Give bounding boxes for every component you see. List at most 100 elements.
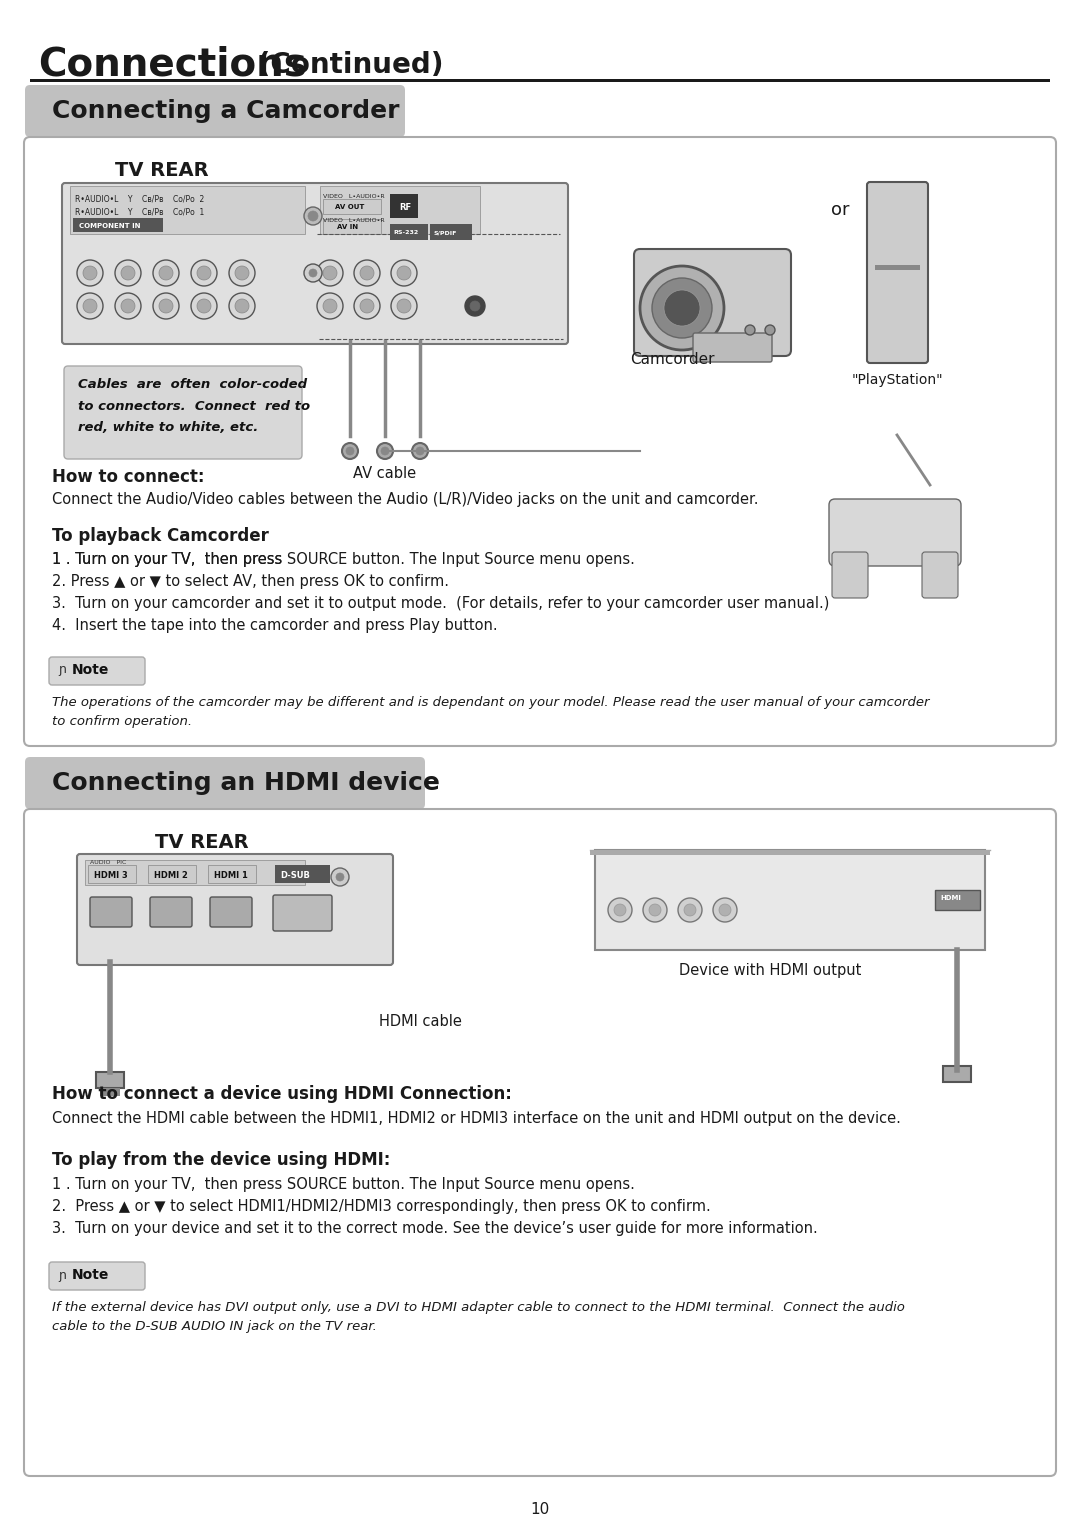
Text: Connecting an HDMI device: Connecting an HDMI device: [52, 771, 440, 796]
FancyBboxPatch shape: [922, 551, 958, 599]
Circle shape: [684, 904, 696, 916]
Bar: [30, 79, 1050, 82]
Text: HDMI 3: HDMI 3: [94, 870, 127, 880]
FancyBboxPatch shape: [832, 551, 868, 599]
Circle shape: [153, 260, 179, 286]
Bar: [935, 890, 980, 910]
Bar: [320, 186, 480, 234]
Circle shape: [308, 211, 318, 221]
Text: AUDIO   PIC: AUDIO PIC: [90, 860, 126, 864]
FancyBboxPatch shape: [24, 137, 1056, 747]
FancyBboxPatch shape: [273, 895, 332, 931]
Circle shape: [643, 898, 667, 922]
Text: How to connect a device using HDMI Connection:: How to connect a device using HDMI Conne…: [52, 1086, 512, 1102]
Text: 3.  Turn on your camcorder and set it to output mode.  (For details, refer to yo: 3. Turn on your camcorder and set it to …: [52, 596, 829, 611]
FancyBboxPatch shape: [24, 809, 1056, 1477]
Text: Camcorder: Camcorder: [630, 353, 715, 368]
Circle shape: [303, 208, 322, 224]
Bar: [87, 864, 136, 883]
Circle shape: [465, 296, 485, 316]
Circle shape: [615, 904, 626, 916]
Bar: [323, 218, 381, 234]
Text: "PlayStation": "PlayStation": [851, 373, 943, 386]
Text: RS-232: RS-232: [393, 231, 418, 235]
Text: AV cable: AV cable: [353, 466, 417, 481]
Circle shape: [354, 260, 380, 286]
Text: VIDEO   L•AUDIO•R: VIDEO L•AUDIO•R: [323, 217, 384, 223]
Text: Note: Note: [72, 663, 109, 676]
Circle shape: [652, 278, 712, 337]
Circle shape: [470, 301, 480, 312]
Circle shape: [336, 873, 345, 881]
Circle shape: [354, 293, 380, 319]
Text: 1 . Turn on your TV,  then press: 1 . Turn on your TV, then press: [52, 551, 287, 567]
Circle shape: [649, 904, 661, 916]
Circle shape: [153, 293, 179, 319]
Circle shape: [745, 325, 755, 334]
Circle shape: [191, 260, 217, 286]
Circle shape: [121, 299, 135, 313]
Text: D-SUB: D-SUB: [280, 870, 310, 880]
Circle shape: [114, 293, 141, 319]
Bar: [323, 199, 381, 214]
Circle shape: [360, 299, 374, 313]
FancyBboxPatch shape: [90, 896, 132, 927]
Circle shape: [229, 293, 255, 319]
Text: R•AUDIO•L    Y    Cʙ/Pʙ    Cᴏ/Pᴏ  1: R•AUDIO•L Y Cʙ/Pʙ Cᴏ/Pᴏ 1: [75, 208, 204, 217]
FancyBboxPatch shape: [49, 657, 145, 686]
Circle shape: [159, 299, 173, 313]
FancyBboxPatch shape: [150, 896, 192, 927]
FancyBboxPatch shape: [693, 333, 772, 362]
Text: Connect the HDMI cable between the HDMI1, HDMI2 or HDMI3 interface on the unit a: Connect the HDMI cable between the HDMI1…: [52, 1112, 901, 1125]
Text: COMPONENT IN: COMPONENT IN: [79, 223, 140, 229]
Text: TV REAR: TV REAR: [156, 834, 248, 852]
Text: (Continued): (Continued): [248, 50, 444, 79]
Circle shape: [608, 898, 632, 922]
Text: 2.  Press ▲ or ▼ to select HDMI1/HDMI2/HDMI3 correspondingly, then press OK to c: 2. Press ▲ or ▼ to select HDMI1/HDMI2/HD…: [52, 1199, 711, 1214]
Text: To play from the device using HDMI:: To play from the device using HDMI:: [52, 1151, 390, 1170]
Text: RF: RF: [399, 203, 411, 212]
Circle shape: [330, 867, 349, 886]
Circle shape: [309, 269, 318, 276]
Circle shape: [303, 264, 322, 282]
Circle shape: [114, 260, 141, 286]
Text: 10: 10: [530, 1503, 550, 1518]
Circle shape: [713, 898, 737, 922]
Circle shape: [360, 266, 374, 279]
Bar: [100, 1089, 120, 1096]
Circle shape: [416, 447, 424, 455]
FancyBboxPatch shape: [64, 366, 302, 460]
Text: Connect the Audio/Video cables between the Audio (L/R)/Video jacks on the unit a: Connect the Audio/Video cables between t…: [52, 492, 758, 507]
Circle shape: [318, 260, 343, 286]
Circle shape: [197, 266, 211, 279]
Text: AV OUT: AV OUT: [335, 205, 364, 211]
Circle shape: [765, 325, 775, 334]
Circle shape: [121, 266, 135, 279]
Circle shape: [640, 266, 724, 350]
FancyBboxPatch shape: [77, 854, 393, 965]
Bar: [148, 864, 195, 883]
Text: How to connect:: How to connect:: [52, 467, 204, 486]
FancyBboxPatch shape: [634, 249, 791, 356]
Bar: [430, 224, 472, 240]
Text: 3.  Turn on your device and set it to the correct mode. See the device’s user gu: 3. Turn on your device and set it to the…: [52, 1222, 818, 1235]
Circle shape: [191, 293, 217, 319]
Circle shape: [159, 266, 173, 279]
Circle shape: [323, 299, 337, 313]
Bar: [875, 266, 920, 270]
FancyBboxPatch shape: [25, 757, 426, 809]
FancyBboxPatch shape: [49, 1261, 145, 1290]
Text: 1 . Turn on your TV,  then press        button. The          menu opens.: 1 . Turn on your TV, then press button. …: [52, 551, 706, 567]
FancyBboxPatch shape: [210, 896, 252, 927]
Text: AV IN: AV IN: [337, 224, 359, 231]
Text: HDMI 2: HDMI 2: [154, 870, 188, 880]
Circle shape: [83, 299, 97, 313]
Circle shape: [381, 447, 389, 455]
Text: ɲ: ɲ: [58, 1269, 66, 1281]
Text: Cables  are  often  color-coded
to connectors.  Connect  red to
red, white to wh: Cables are often color-coded to connecto…: [78, 379, 310, 434]
Bar: [943, 1066, 971, 1083]
Circle shape: [197, 299, 211, 313]
Text: HDMI 1: HDMI 1: [214, 870, 248, 880]
Circle shape: [235, 299, 249, 313]
Circle shape: [77, 260, 103, 286]
